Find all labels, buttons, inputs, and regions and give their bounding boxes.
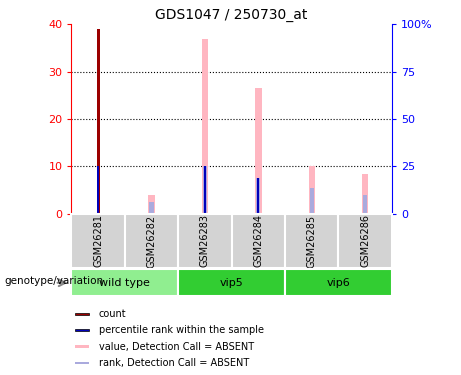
- Bar: [256, 178, 260, 214]
- Bar: [338, 214, 392, 268]
- Bar: [125, 214, 178, 268]
- Bar: [75, 345, 89, 348]
- Bar: [202, 39, 208, 214]
- Text: vip5: vip5: [220, 278, 243, 288]
- Text: GSM26286: GSM26286: [360, 214, 370, 267]
- Bar: [362, 174, 368, 214]
- Bar: [97, 166, 99, 214]
- Bar: [75, 313, 89, 315]
- Bar: [285, 269, 392, 296]
- Bar: [285, 214, 338, 268]
- Bar: [75, 362, 89, 364]
- Bar: [308, 166, 315, 214]
- Bar: [255, 88, 261, 214]
- Bar: [178, 214, 231, 268]
- Bar: [71, 269, 178, 296]
- Text: wild type: wild type: [100, 278, 150, 288]
- Text: rank, Detection Call = ABSENT: rank, Detection Call = ABSENT: [99, 358, 249, 368]
- Bar: [75, 329, 89, 332]
- Title: GDS1047 / 250730_at: GDS1047 / 250730_at: [155, 8, 308, 22]
- Bar: [149, 202, 154, 214]
- Text: GSM26284: GSM26284: [254, 214, 263, 267]
- Text: GSM26283: GSM26283: [200, 214, 210, 267]
- Bar: [148, 195, 155, 214]
- Bar: [257, 178, 260, 214]
- Text: percentile rank within the sample: percentile rank within the sample: [99, 325, 264, 335]
- Bar: [363, 195, 367, 214]
- Bar: [203, 166, 207, 214]
- Text: GSM26282: GSM26282: [147, 214, 157, 267]
- Bar: [310, 188, 314, 214]
- Text: vip6: vip6: [326, 278, 350, 288]
- Text: value, Detection Call = ABSENT: value, Detection Call = ABSENT: [99, 342, 254, 352]
- Text: GSM26281: GSM26281: [93, 214, 103, 267]
- Bar: [178, 269, 285, 296]
- Text: count: count: [99, 309, 127, 319]
- Bar: [231, 214, 285, 268]
- Bar: [204, 166, 206, 214]
- Text: GSM26285: GSM26285: [307, 214, 317, 267]
- Bar: [71, 214, 125, 268]
- Text: genotype/variation: genotype/variation: [5, 276, 104, 286]
- Bar: [96, 29, 100, 214]
